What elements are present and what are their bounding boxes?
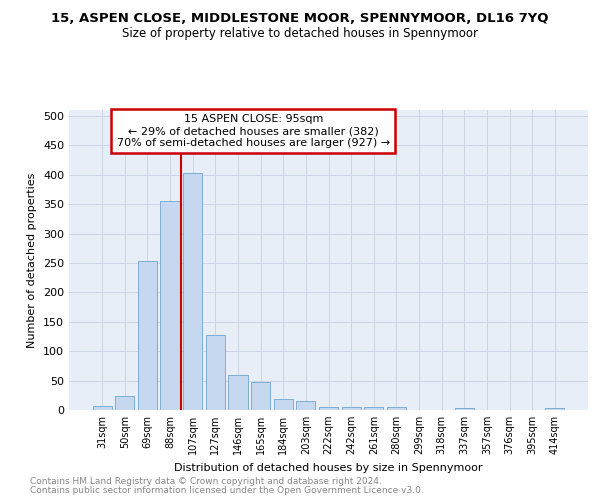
Bar — [387, 407, 406, 410]
Bar — [341, 407, 361, 410]
Y-axis label: Number of detached properties: Number of detached properties — [28, 172, 37, 348]
Bar — [296, 401, 316, 410]
Bar — [229, 376, 248, 410]
Text: Contains public sector information licensed under the Open Government Licence v3: Contains public sector information licen… — [30, 486, 424, 495]
Bar — [274, 400, 293, 410]
Bar — [160, 201, 180, 410]
Bar — [545, 408, 565, 410]
Bar — [364, 407, 383, 410]
Bar — [206, 334, 225, 410]
Bar — [115, 396, 134, 410]
Text: Size of property relative to detached houses in Spennymoor: Size of property relative to detached ho… — [122, 28, 478, 40]
Text: 15, ASPEN CLOSE, MIDDLESTONE MOOR, SPENNYMOOR, DL16 7YQ: 15, ASPEN CLOSE, MIDDLESTONE MOOR, SPENN… — [51, 12, 549, 26]
Bar — [251, 382, 270, 410]
X-axis label: Distribution of detached houses by size in Spennymoor: Distribution of detached houses by size … — [174, 462, 483, 472]
Bar — [183, 173, 202, 410]
Bar — [92, 406, 112, 410]
Text: 15 ASPEN CLOSE: 95sqm
← 29% of detached houses are smaller (382)
70% of semi-det: 15 ASPEN CLOSE: 95sqm ← 29% of detached … — [116, 114, 390, 148]
Bar — [455, 408, 474, 410]
Bar — [319, 407, 338, 410]
Text: Contains HM Land Registry data © Crown copyright and database right 2024.: Contains HM Land Registry data © Crown c… — [30, 477, 382, 486]
Bar — [138, 261, 157, 410]
